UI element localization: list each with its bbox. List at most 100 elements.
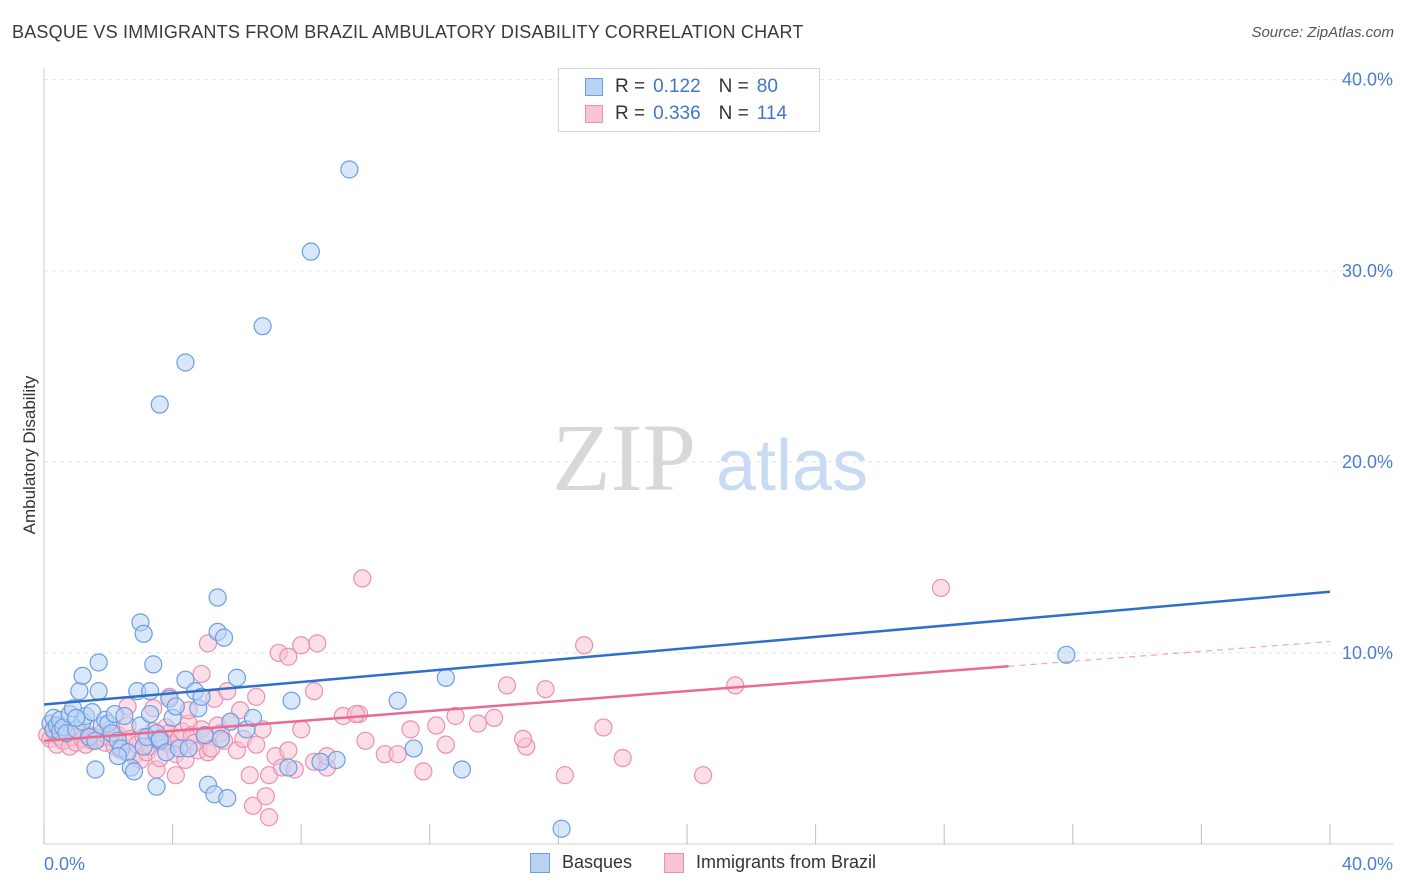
point-basque [73, 666, 92, 685]
bottom-legend-label-brazil: Immigrants from Brazil [696, 852, 877, 872]
point-basque [108, 747, 128, 766]
point-brazil [192, 664, 211, 684]
y-tick-label: 20.0% [1342, 452, 1393, 472]
trend-line-basques [43, 590, 1331, 706]
legend-row-brazil: R = 0.336 N = 114 [585, 101, 787, 127]
point-basque [192, 687, 211, 706]
point-basque [214, 628, 234, 647]
point-brazil [256, 787, 275, 806]
point-brazil [247, 687, 266, 706]
point-basque [89, 653, 108, 672]
legend-r-label: R = [615, 103, 646, 124]
point-brazil [485, 708, 504, 727]
x-tick-label-min: 0.0% [44, 854, 85, 874]
legend-r-label: R = [615, 76, 646, 97]
chart-title: BASQUE VS IMMIGRANTS FROM BRAZIL AMBULAT… [12, 22, 804, 42]
bottom-legend-basques: Basques [529, 852, 633, 873]
point-basque [218, 789, 237, 808]
point-basque [140, 704, 160, 724]
point-basque [124, 762, 144, 781]
legend-n-value: 114 [756, 103, 788, 124]
legend-swatch-basques [585, 78, 603, 96]
y-tick-label: 40.0% [1342, 70, 1393, 90]
point-basque [176, 353, 195, 372]
trend-lines [43, 590, 1331, 743]
point-brazil [536, 680, 555, 699]
point-brazil [401, 720, 420, 739]
point-basque [179, 739, 198, 758]
source-label: Source: ZipAtlas.com [1251, 24, 1394, 41]
point-basque [67, 708, 86, 727]
point-brazil [240, 766, 259, 785]
point-basque [388, 691, 407, 710]
legend-n-label: N = [718, 76, 749, 97]
point-basque [86, 731, 105, 750]
point-brazil [446, 706, 465, 726]
trend-line-brazil-extension [1008, 640, 1331, 667]
point-basque [134, 624, 153, 643]
watermark-atlas: atlas [716, 426, 868, 506]
point-brazil [513, 729, 533, 749]
legend-n-value: 80 [756, 76, 778, 97]
point-brazil [279, 647, 298, 666]
y-tick-labels: 10.0% 20.0% 30.0% 40.0% [1342, 70, 1393, 663]
point-basque [552, 819, 571, 838]
series-basque-points [41, 160, 1076, 838]
watermark-zip: ZIP [552, 404, 696, 511]
point-brazil [259, 808, 279, 827]
point-basque [436, 668, 455, 687]
bottom-legend-label-basques: Basques [561, 852, 633, 872]
point-brazil [575, 636, 594, 655]
point-basque [327, 750, 346, 770]
legend-swatch-brazil [585, 105, 603, 123]
point-brazil [356, 731, 375, 750]
point-brazil [166, 766, 185, 785]
y-axis-label: Ambulatory Disability [20, 375, 39, 534]
point-basque [282, 691, 301, 710]
bottom-legend-swatch-basques [529, 852, 550, 873]
point-basque [227, 668, 246, 687]
point-basque [144, 655, 163, 674]
point-basque [89, 682, 108, 701]
point-basque [253, 317, 272, 336]
legend-row-basques: R = 0.122 N = 80 [585, 74, 778, 100]
point-basque [211, 729, 230, 749]
point-brazil [427, 716, 446, 735]
point-brazil [613, 748, 632, 768]
point-basque [208, 588, 227, 607]
point-brazil [292, 720, 311, 739]
bottom-legend-brazil: Immigrants from Brazil [664, 852, 876, 873]
point-basque [147, 777, 166, 796]
point-basque [1057, 645, 1076, 664]
point-brazil [931, 578, 951, 598]
trend-line-brazil [43, 665, 1009, 743]
point-basque [140, 682, 160, 701]
bottom-legend: Basques Immigrants from Brazil [0, 852, 1406, 873]
legend: R = 0.122 N = 80 R = 0.336 N = 114 [558, 68, 820, 132]
point-brazil [555, 766, 574, 785]
legend-r-value: 0.336 [653, 103, 701, 124]
point-brazil [497, 676, 517, 695]
y-tick-label: 30.0% [1342, 261, 1393, 281]
point-basque [311, 752, 330, 771]
legend-r-value: 0.122 [653, 76, 701, 97]
point-brazil [414, 762, 433, 781]
x-tick-label-max: 40.0% [1342, 854, 1393, 874]
point-brazil [292, 636, 311, 655]
point-basque [279, 758, 298, 777]
point-basque [340, 160, 359, 179]
point-basque [166, 697, 185, 716]
y-tick-label: 10.0% [1342, 643, 1393, 663]
grid-lines [44, 79, 1393, 654]
point-brazil [436, 735, 455, 754]
point-basque [301, 242, 320, 261]
point-basque [195, 725, 214, 745]
point-brazil [304, 682, 324, 701]
point-brazil [243, 796, 263, 815]
point-basque [243, 708, 263, 727]
point-basque [452, 760, 472, 779]
point-brazil [468, 714, 488, 733]
bottom-legend-swatch-brazil [664, 852, 685, 873]
point-basque [86, 760, 105, 779]
